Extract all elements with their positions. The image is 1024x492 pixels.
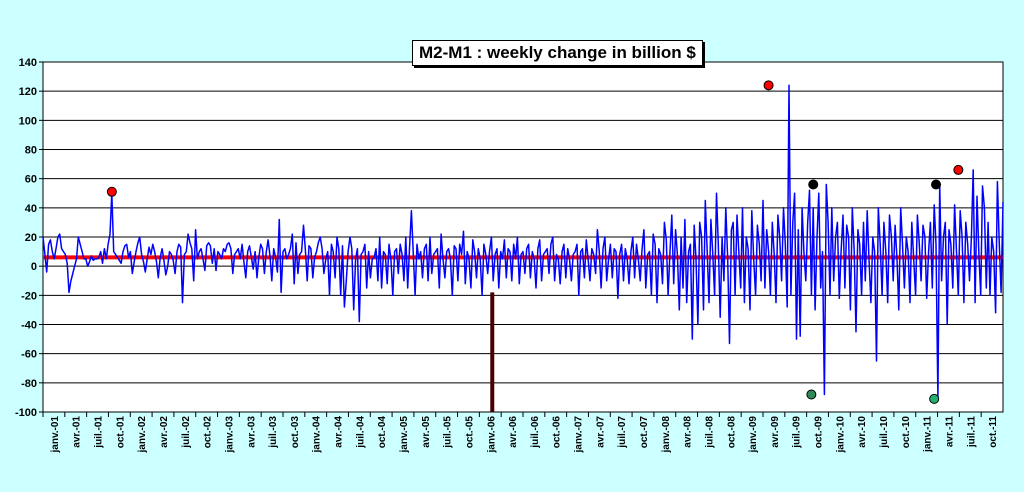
y-tick-label: -100	[15, 407, 37, 419]
x-tick-label: janv.-03	[224, 416, 235, 454]
x-tick-label: avr.-01	[72, 416, 83, 448]
x-tick-label: avr.-07	[595, 416, 606, 448]
x-tick-label: juil.-09	[792, 416, 803, 449]
chart-title: M2-M1 : weekly change in billion $	[412, 40, 703, 66]
x-tick-label: janv.-02	[137, 416, 148, 454]
x-tick-label: janv.-11	[923, 416, 934, 453]
x-tick-label: oct.-10	[901, 416, 912, 449]
x-tick-label: avr.-08	[683, 416, 694, 448]
highlight-layer	[106, 80, 964, 404]
x-tick-layer: janv.-01 avr.-01 juil.-01 oct.-01 janv.-02 av…	[42, 412, 999, 454]
x-tick-label: juil.-11	[966, 416, 977, 449]
highlight-point	[763, 80, 774, 91]
y-tick-label: 100	[19, 115, 37, 127]
highlight-point	[106, 186, 117, 197]
y-tick-label: -20	[21, 290, 37, 302]
x-tick-label: juil.-07	[617, 416, 628, 449]
x-tick-label: juil.-02	[181, 416, 192, 449]
highlight-point	[953, 164, 964, 175]
x-tick-label: avr.-05	[421, 416, 432, 448]
x-tick-label: oct.-03	[290, 416, 301, 449]
x-tick-label: juil.-05	[443, 416, 454, 449]
x-tick-label: oct.-08	[726, 416, 737, 449]
y-tick-label: 40	[25, 203, 37, 215]
x-tick-label: juil.-06	[530, 416, 541, 449]
x-tick-label: janv.-04	[312, 416, 323, 454]
x-tick-label: avr.-11	[944, 416, 955, 448]
x-tick-label: juil.-04	[355, 416, 366, 449]
x-tick-label: avr.-03	[246, 416, 257, 448]
x-tick-label: avr.-06	[508, 416, 519, 448]
x-tick-label: janv.-07	[574, 416, 585, 454]
x-tick-label: oct.-11	[988, 416, 999, 448]
y-tick-label: 80	[25, 145, 37, 157]
y-tick-label: 120	[19, 86, 37, 98]
x-tick-label: oct.-01	[115, 416, 126, 449]
x-tick-label: juil.-01	[94, 416, 105, 449]
x-tick-label: oct.-02	[203, 416, 214, 449]
y-tick-label: -40	[21, 320, 37, 332]
x-tick-label: oct.-06	[552, 416, 563, 449]
highlight-point	[808, 179, 819, 190]
x-tick-label: juil.-08	[704, 416, 715, 449]
y-tick-label: 20	[25, 232, 37, 244]
y-tick-layer: -100 -80 -60 -40 -20 0 20 40 60 80 100 120 140	[15, 57, 43, 419]
y-tick-label: -60	[21, 349, 37, 361]
x-tick-label: juil.-03	[268, 416, 279, 449]
highlight-point	[806, 389, 817, 400]
x-tick-label: avr.-10	[857, 416, 868, 448]
x-tick-label: janv.-09	[748, 416, 759, 454]
x-tick-label: janv.-01	[50, 416, 61, 454]
x-tick-label: janv.-05	[399, 416, 410, 454]
x-tick-label: avr.-09	[770, 416, 781, 448]
y-tick-label: 140	[19, 57, 37, 69]
y-tick-label: -80	[21, 378, 37, 390]
x-tick-label: oct.-07	[639, 416, 650, 449]
x-tick-label: oct.-04	[377, 416, 388, 449]
x-tick-label: oct.-05	[464, 416, 475, 449]
x-tick-label: janv.-08	[661, 416, 672, 454]
x-tick-label: oct.-09	[814, 416, 825, 449]
highlight-point	[931, 179, 942, 190]
x-tick-label: janv.-06	[486, 416, 497, 454]
x-tick-label: avr.-02	[159, 416, 170, 448]
y-tick-label: 60	[25, 174, 37, 186]
series-line	[42, 84, 1004, 400]
highlight-point	[929, 393, 940, 404]
x-tick-label: juil.-10	[879, 416, 890, 449]
x-tick-label: avr.-04	[334, 416, 345, 448]
y-tick-label: 0	[31, 261, 37, 273]
x-tick-label: janv.-10	[835, 416, 846, 454]
